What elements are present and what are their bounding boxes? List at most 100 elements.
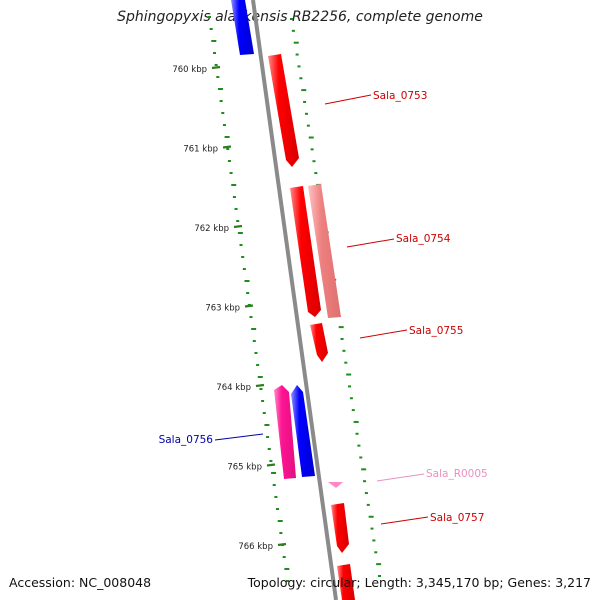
leader-sala-r0005 [376,473,425,482]
gc-dot [308,136,314,139]
tick-label: 766 kbp [238,542,273,552]
gc-dot [232,196,236,198]
gc-dot [368,515,374,518]
feature-arrow-sala-0754 [308,184,341,318]
feature-arrow-sala-0755 [310,323,328,362]
feature-arrow-offscreen-bottom [337,564,355,600]
gc-dot [293,41,299,44]
tick-label: 762 kbp [194,224,229,234]
gc-dot [364,492,368,495]
gc-dot [222,124,226,126]
gc-dot [348,385,352,388]
gc-dot [221,112,225,114]
gc-dot [355,432,359,435]
gc-dot [267,448,271,450]
feature-arrow-pink [274,385,296,479]
leader-sala-0755 [359,329,408,339]
gc-dot [216,76,220,78]
gc-dot [212,52,216,54]
gc-dot [344,361,348,364]
gc-dot [282,556,286,558]
gc-dot [227,160,231,162]
gc-dot [290,18,293,20]
gc-dot [276,508,280,510]
gc-dot [262,412,266,414]
gc-dot [349,397,353,400]
feature-arrow-sala-0754-red [290,186,321,317]
gc-dot [286,580,289,582]
gc-dot [361,468,367,471]
gc-dot [376,563,382,566]
gc-dot [372,539,376,542]
gc-dot [239,244,243,246]
tick-label: 763 kbp [205,304,240,314]
gc-dot [256,364,260,366]
leader-sala-0753 [324,94,372,105]
gc-dot [211,40,217,42]
gc-dot [272,484,276,486]
feature-label-sala-0754: Sala_0754 [396,233,451,245]
gc-dot [271,472,277,474]
feature-label-sala-0755: Sala_0755 [409,325,463,337]
tick-mark [266,463,276,467]
gc-dot [351,409,355,412]
gc-dot [353,420,359,423]
gc-dot [242,268,246,270]
gc-dot [299,77,303,80]
gc-dot [291,29,295,32]
gc-dot [219,100,223,102]
tick-label: 765 kbp [227,463,262,473]
gc-dot [297,65,301,68]
leader-sala-0757 [380,516,429,525]
tick-label: 761 kbp [183,145,218,155]
gc-dot [217,88,223,90]
gc-dot [374,551,378,554]
gc-dot [301,89,307,92]
feature-rna-sala-r0005 [328,482,343,488]
tick-mark [211,65,221,70]
gc-dot [254,352,258,354]
gc-dot [284,568,290,570]
gc-dot [314,172,318,175]
tick-mark [277,542,287,547]
gc-dot [226,148,230,150]
gc-dot [259,388,263,390]
gc-dot [342,349,346,352]
gc-dot [303,100,307,103]
gc-dot [266,436,270,438]
gc-dot [209,28,213,30]
gc-dot [241,256,245,258]
gc-dot [234,208,238,210]
map-title: Sphingopyxis alaskensis RB2256, complete… [117,9,483,25]
feature-arrow-sala-0757 [331,503,349,553]
gc-dot [357,444,361,447]
gc-dot [304,112,308,115]
gc-dot [312,160,316,163]
genome-backbone [251,0,338,600]
gc-dot [237,232,243,234]
gc-dot [274,496,278,498]
gc-dot [346,373,352,376]
tick-mark [244,304,254,308]
gc-dot [264,424,270,426]
gc-dot [310,148,314,151]
gc-dot [277,520,283,522]
feature-label-sala-0756: Sala_0756 [159,434,214,446]
feature-arrow-sala-0753 [268,54,299,167]
gc-dot [340,337,344,340]
tick-marks: 760 kbp 761 kbp 762 kbp 763 kbp 764 kbp 765 k… [172,65,287,552]
gc-dot [295,53,299,56]
gc-dot [229,172,233,174]
feature-label-sala-0757: Sala_0757 [430,512,484,524]
feature-label-sala-0753: Sala_0753 [373,90,427,102]
tick-mark [233,224,243,229]
gc-dot [224,136,230,138]
gc-dot [244,280,250,282]
leader-sala-0754 [346,238,395,248]
gc-dot [338,326,344,329]
gc-dot [231,184,237,186]
gc-dot [363,480,367,483]
gc-dot [306,124,310,127]
